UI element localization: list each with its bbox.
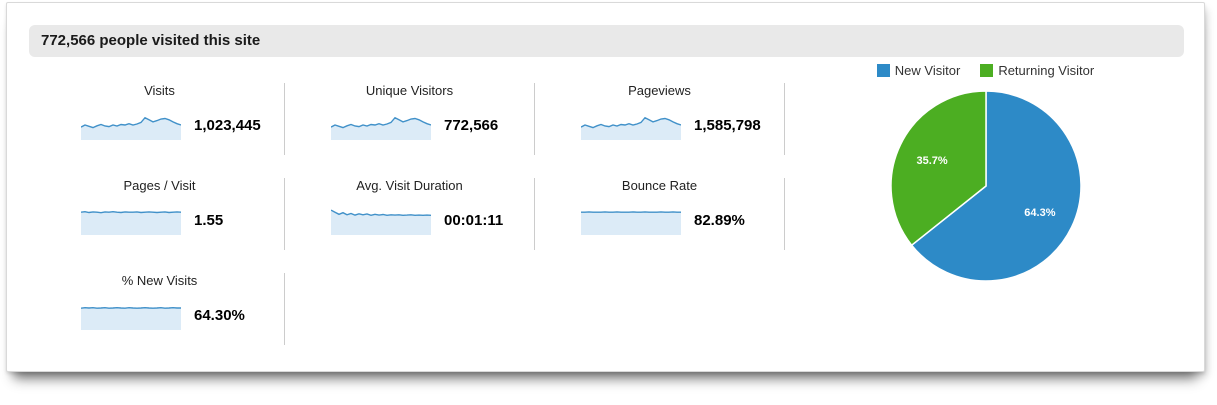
metric-label: Unique Visitors xyxy=(365,83,454,98)
metric-label: Avg. Visit Duration xyxy=(356,178,463,193)
metric-value: 1,023,445 xyxy=(194,116,261,134)
svg-text:64.3%: 64.3% xyxy=(1024,207,1055,219)
visitor-type-pie-chart: 64.3% 35.7% xyxy=(889,90,1082,282)
pie-legend: New Visitor Returning Visitor xyxy=(876,63,1094,78)
page-title: 772,566 people visited this site xyxy=(41,32,261,49)
svg-text:35.7%: 35.7% xyxy=(916,155,947,167)
legend-label: Returning Visitor xyxy=(998,63,1095,78)
report-content: Visits 1,023,445 Unique Visitors 772,566… xyxy=(7,57,1204,368)
metric-value: 64.30% xyxy=(194,306,245,324)
metric-label: Visits xyxy=(144,83,175,98)
empty-cell xyxy=(535,273,785,345)
metric-value: 00:01:11 xyxy=(444,211,504,229)
pageviews-sparkline xyxy=(581,116,681,140)
metric-pct-new-visits[interactable]: % New Visits 64.30% xyxy=(35,273,285,345)
metric-bounce-rate[interactable]: Bounce Rate 82.89% xyxy=(535,178,785,250)
new-visitor-swatch-icon xyxy=(876,64,890,77)
report-card: 772,566 people visited this site Visits … xyxy=(6,2,1205,372)
metric-label: Pageviews xyxy=(628,83,691,98)
metric-value: 772,566 xyxy=(444,116,499,134)
visitor-type-section: New Visitor Returning Visitor 64.3% 35.7% xyxy=(767,57,1204,368)
report-header: 772,566 people visited this site xyxy=(29,25,1184,57)
legend-label: New Visitor xyxy=(894,63,961,78)
unique-visitors-sparkline xyxy=(331,116,431,140)
pct-new-visits-sparkline xyxy=(81,306,181,330)
metric-value: 1.55 xyxy=(194,211,224,229)
metric-unique-visitors[interactable]: Unique Visitors 772,566 xyxy=(285,83,535,155)
metric-avg-visit-duration[interactable]: Avg. Visit Duration 00:01:11 xyxy=(285,178,535,250)
pages-per-visit-sparkline xyxy=(81,210,181,235)
bounce-rate-sparkline xyxy=(581,211,681,235)
metric-value: 82.89% xyxy=(694,211,745,229)
avg-visit-duration-sparkline xyxy=(331,209,431,235)
empty-cell xyxy=(285,273,535,345)
metric-visits[interactable]: Visits 1,023,445 xyxy=(35,83,285,155)
visits-sparkline xyxy=(81,116,181,140)
metric-label: Pages / Visit xyxy=(123,178,196,193)
metric-label: Bounce Rate xyxy=(621,178,698,193)
metric-pages-per-visit[interactable]: Pages / Visit 1.55 xyxy=(35,178,285,250)
metric-label: % New Visits xyxy=(121,273,198,288)
legend-item-new-visitor: New Visitor xyxy=(876,63,961,78)
metric-pageviews[interactable]: Pageviews 1,585,798 xyxy=(535,83,785,155)
metric-value: 1,585,798 xyxy=(694,116,761,134)
legend-item-returning-visitor: Returning Visitor xyxy=(980,63,1094,78)
metrics-grid: Visits 1,023,445 Unique Visitors 772,566… xyxy=(7,57,785,368)
returning-visitor-swatch-icon xyxy=(980,64,994,77)
